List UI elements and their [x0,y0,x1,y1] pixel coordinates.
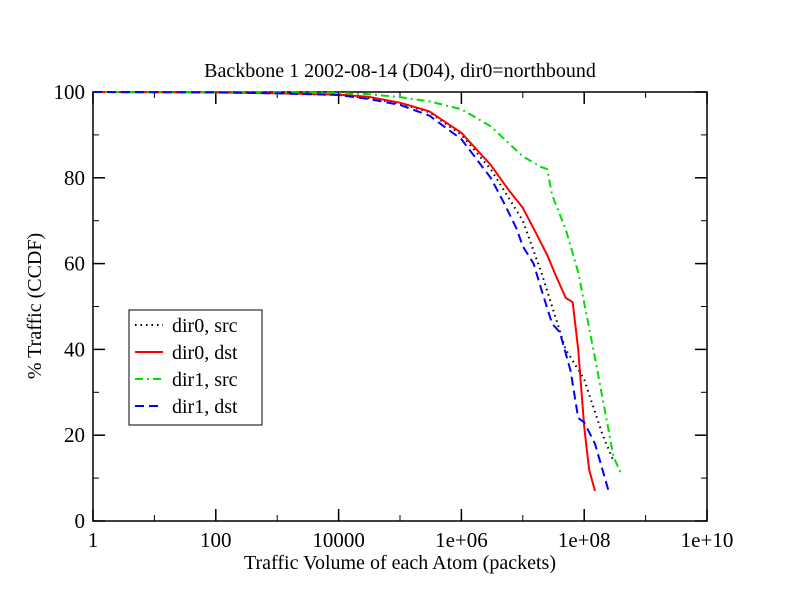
y-tick-label: 0 [75,509,86,533]
axis-tick-labels: 1 100 10000 1e+06 1e+08 1e+10 0 20 40 60 80 100 [54,80,734,552]
axis-ticks [92,91,708,522]
x-tick-label: 1e+08 [558,528,611,552]
chart-title: Backbone 1 2002-08-14 (D04), dir0=northb… [204,60,596,82]
y-axis-label: % Traffic (CCDF) [24,233,46,379]
plot-area [92,91,708,522]
x-tick-label: 1 [88,528,99,552]
x-tick-label: 1e+10 [681,528,734,552]
series-line-2 [92,91,596,492]
y-tick-label: 80 [64,166,85,190]
legend-label-1: dir0, src [172,315,238,337]
series-line-4 [92,91,610,492]
series-line-3 [92,91,623,475]
y-tick-label: 20 [64,423,85,447]
x-tick-label: 100 [200,528,232,552]
y-tick-label: 100 [54,80,86,104]
series-lines [92,91,623,492]
legend-label-3: dir1, src [172,369,238,391]
x-axis-label: Traffic Volume of each Atom (packets) [244,552,556,574]
y-tick-label: 60 [64,252,85,276]
x-tick-label: 1e+06 [435,528,488,552]
legend-label-2: dir0, dst [172,342,238,364]
legend-entries: dir0, src dir0, dst dir1, src dir1, dst [135,315,238,418]
legend-label-4: dir1, dst [172,396,238,418]
y-tick-label: 40 [64,337,85,361]
x-tick-label: 10000 [312,528,365,552]
legend: dir0, src dir0, dst dir1, src dir1, dst [128,309,263,426]
